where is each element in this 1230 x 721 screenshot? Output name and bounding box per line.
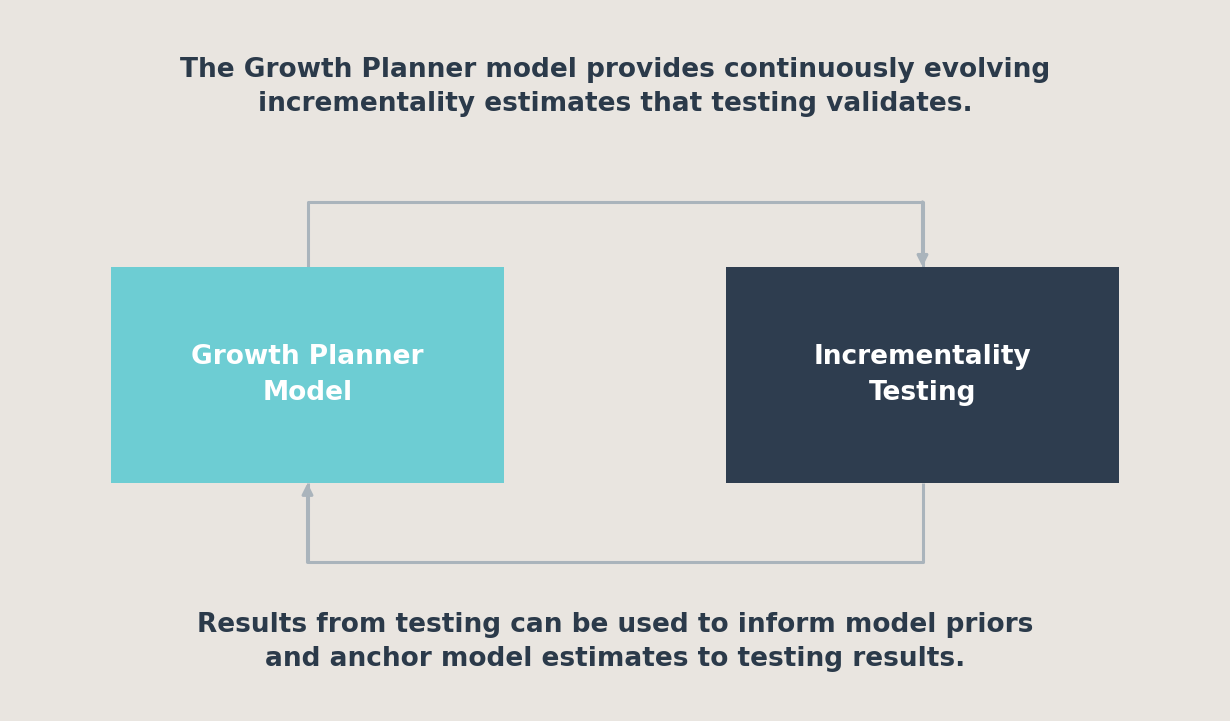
- FancyBboxPatch shape: [726, 267, 1119, 483]
- Text: Growth Planner
Model: Growth Planner Model: [191, 344, 424, 406]
- Text: The Growth Planner model provides continuously evolving
incrementality estimates: The Growth Planner model provides contin…: [180, 56, 1050, 117]
- FancyBboxPatch shape: [111, 267, 504, 483]
- Text: Results from testing can be used to inform model priors
and anchor model estimat: Results from testing can be used to info…: [197, 611, 1033, 672]
- Text: Incrementality
Testing: Incrementality Testing: [813, 344, 1032, 406]
